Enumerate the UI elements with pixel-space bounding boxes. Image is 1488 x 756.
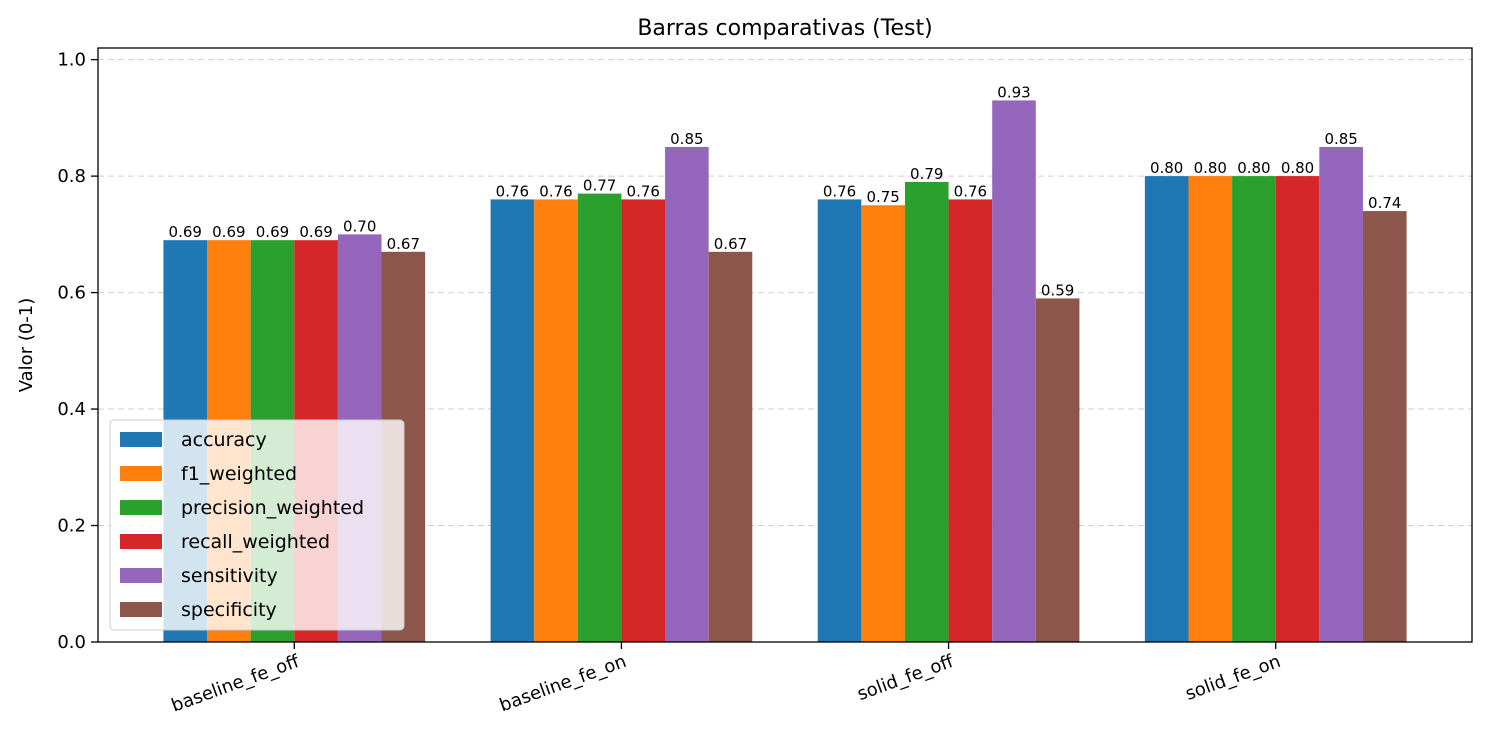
bar-value-label: 0.85 xyxy=(670,130,703,148)
bar-value-label: 0.80 xyxy=(1150,159,1183,177)
plot-frame xyxy=(97,47,1473,643)
bar-value-label: 0.70 xyxy=(343,217,376,235)
bar-value-label: 0.67 xyxy=(387,235,420,253)
legend-label-sensitivity: sensitivity xyxy=(181,565,278,587)
bar-recall_weighted-solid_fe_on xyxy=(1275,176,1320,642)
bar-value-label: 0.75 xyxy=(866,188,899,206)
legend-label-f1_weighted: f1_weighted xyxy=(181,463,297,485)
bar-value-label: 0.74 xyxy=(1368,194,1401,212)
y-tick-label: 0.2 xyxy=(57,516,86,537)
bar-accuracy-solid_fe_on xyxy=(1144,176,1189,642)
y-tick-label: 1.0 xyxy=(57,50,86,71)
legend-swatch-recall_weighted xyxy=(120,534,162,549)
bar-labels-layer: 0.69 0.76 0.76 0.80 0.69 0.76 0.75 0.80 0.69 0.77… xyxy=(169,83,1402,299)
bar-value-label: 0.76 xyxy=(823,182,856,200)
bar-value-label: 0.77 xyxy=(583,177,616,195)
bar-specificity-solid_fe_on xyxy=(1362,211,1407,642)
bar-accuracy-solid_fe_off xyxy=(817,199,862,643)
bar-value-label: 0.80 xyxy=(1194,159,1227,177)
bar-precision_weighted-solid_fe_on xyxy=(1232,176,1276,642)
bar-value-label: 0.69 xyxy=(169,223,202,241)
bar-recall_weighted-solid_fe_off xyxy=(948,199,993,643)
bar-value-label: 0.80 xyxy=(1237,159,1270,177)
chart-title: Barras comparativas (Test) xyxy=(637,16,932,41)
bar-precision_weighted-baseline_fe_on xyxy=(577,193,622,642)
legend-box xyxy=(109,419,405,631)
bar-value-label: 0.93 xyxy=(997,83,1030,101)
bar-value-label: 0.69 xyxy=(212,223,245,241)
bar-precision_weighted-solid_fe_off xyxy=(904,181,949,643)
bar-sensitivity-solid_fe_off xyxy=(992,100,1036,643)
bar-value-label: 0.76 xyxy=(954,182,987,200)
y-tick-label: 0.8 xyxy=(57,166,86,187)
bar-value-label: 0.79 xyxy=(910,165,943,183)
bar-specificity-baseline_fe_on xyxy=(708,251,753,642)
x-tick-label: solid_fe_off xyxy=(855,651,957,705)
x-tick-label: solid_fe_on xyxy=(1183,651,1284,705)
x-tick-label: baseline_fe_on xyxy=(497,651,629,716)
y-tick-label: 0.4 xyxy=(57,399,86,420)
legend-label-recall_weighted: recall_weighted xyxy=(181,531,330,553)
bar-f1_weighted-solid_fe_on xyxy=(1188,176,1233,642)
legend-swatch-f1_weighted xyxy=(120,466,162,481)
legend-swatch-sensitivity xyxy=(120,568,162,583)
y-axis: 0.0 0.2 0.4 0.6 0.8 1.0 xyxy=(57,50,98,653)
bar-value-label: 0.67 xyxy=(714,235,747,253)
bar-f1_weighted-baseline_fe_on xyxy=(534,199,578,643)
legend-label-specificity: specificity xyxy=(181,599,277,621)
legend-swatch-precision_weighted xyxy=(120,500,162,515)
bar-value-label: 0.76 xyxy=(539,182,572,200)
bar-specificity-solid_fe_off xyxy=(1035,298,1080,642)
x-tick-label: baseline_fe_off xyxy=(169,651,303,717)
bar-sensitivity-baseline_fe_on xyxy=(665,147,709,642)
legend-swatch-accuracy xyxy=(120,432,162,447)
y-tick-label: 0.0 xyxy=(57,632,86,653)
bar-value-label: 0.59 xyxy=(1041,281,1074,299)
legend-swatch-specificity xyxy=(120,602,162,617)
legend-label-precision_weighted: precision_weighted xyxy=(181,497,364,519)
bar-f1_weighted-solid_fe_off xyxy=(861,205,905,642)
bar-value-label: 0.76 xyxy=(496,182,529,200)
legend: accuracy f1_weighted precision_weightedrec… xyxy=(109,419,405,631)
bar-value-label: 0.76 xyxy=(627,182,660,200)
bar-recall_weighted-baseline_fe_on xyxy=(621,199,666,643)
bar-value-label: 0.69 xyxy=(299,223,332,241)
bar-value-label: 0.69 xyxy=(256,223,289,241)
bars-layer xyxy=(163,100,1407,643)
x-axis: baseline_fe_off baseline_fe_on solid_fe_of… xyxy=(169,642,1284,717)
bar-value-label: 0.85 xyxy=(1324,130,1357,148)
legend-label-accuracy: accuracy xyxy=(181,429,267,451)
bar-value-label: 0.80 xyxy=(1281,159,1314,177)
bar-accuracy-baseline_fe_on xyxy=(490,199,535,643)
y-tick-label: 0.6 xyxy=(57,283,86,304)
bar-sensitivity-solid_fe_on xyxy=(1319,147,1363,642)
y-axis-label: Valor (0-1) xyxy=(16,298,37,393)
